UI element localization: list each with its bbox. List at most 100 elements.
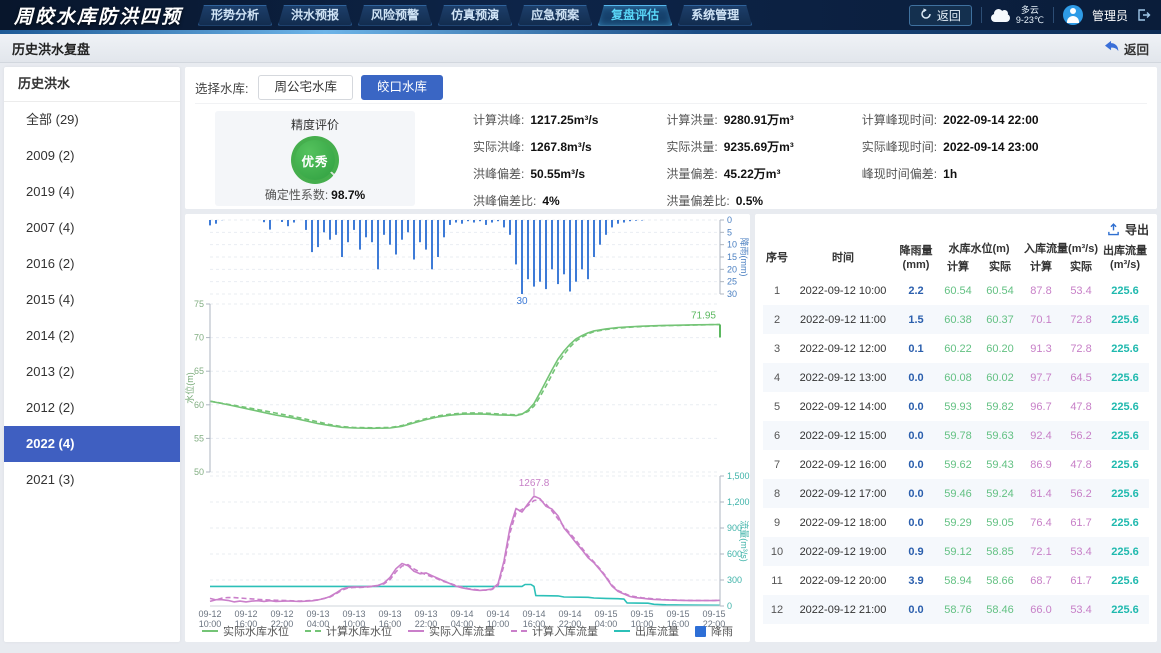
stat-row-3-3: 峰现时间偏差: 1h	[862, 165, 1039, 182]
coeff-label: 确定性系数:	[264, 188, 329, 202]
cell-seq: 4	[773, 371, 781, 384]
cell-in: 53.4	[1070, 545, 1092, 558]
sidebar-item-2014[interactable]: 2014 (2)	[26, 328, 75, 343]
sidebar-item-2019[interactable]: 2019 (4)	[26, 184, 75, 199]
stat-label: 实际洪量:	[666, 140, 718, 154]
legend-label: 出库流量	[635, 626, 679, 638]
cell-rain: 3.9	[908, 574, 924, 587]
cell-lvl: 58.85	[986, 545, 1014, 558]
evaluation-summary-card: 选择水库: 周公宅水库 皎口水库 精度评价 优秀 确定性系数: 98.7% 计算洪峰…	[185, 67, 1157, 209]
cell-in: 53.4	[1070, 603, 1092, 616]
sidebar-item-2007[interactable]: 2007 (4)	[26, 220, 75, 235]
sidebar-item-2015[interactable]: 2015 (4)	[26, 292, 75, 307]
cell-rain: 0.1	[908, 342, 924, 355]
svg-text:600: 600	[727, 549, 742, 559]
legend-item-3[interactable]: 实际入库流量	[408, 623, 495, 639]
svg-text:1,200: 1,200	[727, 497, 750, 507]
page-back-button[interactable]: 返回	[1104, 39, 1149, 58]
svg-text:22:00: 22:00	[703, 619, 726, 629]
app-title: 周皎水库防洪四预	[14, 6, 183, 28]
logout-icon[interactable]	[1137, 8, 1151, 22]
svg-text:09-15: 09-15	[702, 609, 725, 619]
cell-lvl: 59.82	[986, 400, 1014, 413]
stat-label: 洪峰偏差:	[473, 167, 525, 181]
stat-row-1-1: 计算洪峰: 1217.25m³/s	[473, 111, 598, 128]
svg-text:降雨(mm): 降雨(mm)	[739, 238, 750, 277]
sidebar-item-2009[interactable]: 2009 (2)	[26, 148, 75, 163]
export-button[interactable]: 导出	[763, 218, 1149, 240]
svg-text:09-13: 09-13	[342, 609, 365, 619]
stat-value: 2022-09-14 22:00	[943, 113, 1039, 127]
svg-text:09-14: 09-14	[558, 609, 581, 619]
nav-item-2[interactable]: 洪水预报	[278, 5, 352, 26]
svg-text:09-14: 09-14	[450, 609, 473, 619]
back-arrow-icon	[1104, 40, 1119, 56]
legend-item-6[interactable]: 降雨	[695, 623, 733, 639]
stat-row-2-4: 洪量偏差比: 0.5%	[666, 192, 793, 209]
sidebar-item-2022[interactable]: 2022 (4)	[4, 426, 180, 462]
cell-lvl: 59.43	[986, 458, 1014, 471]
nav-item-1[interactable]: 形势分析	[198, 5, 272, 26]
legend-item-2[interactable]: 计算水库水位	[305, 623, 392, 639]
sidebar-item-2012[interactable]: 2012 (2)	[26, 400, 75, 415]
table-row: 12 2022-09-12 21:00 0.0 58.76 58.46 66.0 53.4 2…	[763, 595, 1150, 624]
reservoir-tab-2[interactable]: 皎口水库	[361, 75, 444, 100]
col-seq: 序号	[766, 252, 788, 264]
cell-time: 2022-09-12 18:00	[799, 516, 887, 529]
sidebar-item-all[interactable]: 全部 (29)	[26, 112, 79, 127]
svg-text:09-12: 09-12	[234, 609, 257, 619]
nav-item-7[interactable]: 系统管理	[678, 5, 752, 26]
cell-in: 72.8	[1070, 313, 1092, 326]
svg-text:1267.8: 1267.8	[519, 478, 550, 489]
svg-text:30: 30	[727, 289, 737, 299]
sidebar-title: 历史洪水	[4, 67, 180, 102]
stat-label: 实际洪峰:	[473, 140, 525, 154]
cell-time: 2022-09-12 10:00	[799, 284, 887, 297]
stat-value: 0.5%	[735, 194, 764, 208]
cell-time: 2022-09-12 12:00	[799, 342, 887, 355]
nav-item-5[interactable]: 应急预案	[518, 5, 592, 26]
svg-text:04:00: 04:00	[307, 619, 330, 629]
cell-seq: 10	[770, 545, 784, 558]
sidebar-item-2016[interactable]: 2016 (2)	[26, 256, 75, 271]
nav-item-3[interactable]: 风险预警	[358, 5, 432, 26]
sidebar-item-2013[interactable]: 2013 (2)	[26, 364, 75, 379]
table-row: 9 2022-09-12 18:00 0.0 59.29 59.05 76.4 61.7 22…	[763, 508, 1149, 537]
legend-item-4[interactable]: 计算入库流量	[511, 623, 598, 639]
svg-text:0: 0	[727, 215, 732, 225]
cell-rain: 0.0	[908, 516, 924, 529]
svg-text:60: 60	[194, 400, 204, 410]
nav-item-6[interactable]: 复盘评估	[598, 5, 672, 26]
cell-lvl: 60.02	[986, 371, 1014, 384]
cell-in: 86.9	[1030, 458, 1052, 471]
table-row: 3 2022-09-12 12:00 0.1 60.22 60.20 91.3 72.8 22…	[763, 334, 1149, 363]
reservoir-tab-1[interactable]: 周公宅水库	[258, 75, 353, 100]
table-row: 5 2022-09-12 14:00 0.0 59.93 59.82 96.7 47.8 22…	[763, 392, 1149, 421]
topbar-back-button[interactable]: 返回	[908, 4, 972, 26]
svg-text:水位(m): 水位(m)	[185, 372, 195, 404]
stat-value: 1267.8m³/s	[530, 140, 592, 154]
svg-text:15: 15	[727, 252, 737, 262]
cell-seq: 5	[773, 400, 781, 413]
col-group-water-level: 水库水位(m)	[948, 243, 1010, 255]
cell-out: 225.6	[1111, 342, 1139, 355]
svg-text:流量(m³/s): 流量(m³/s)	[739, 520, 750, 562]
cell-seq: 9	[773, 516, 781, 529]
cell-lvl: 59.29	[944, 516, 972, 529]
svg-text:09-12: 09-12	[198, 609, 221, 619]
col-group-inflow: 入库流量(m³/s)	[1024, 243, 1098, 255]
cell-seq: 11	[771, 574, 783, 587]
cell-in: 87.8	[1030, 284, 1052, 297]
cell-time: 2022-09-12 20:00	[799, 574, 887, 587]
sidebar-item-2021[interactable]: 2021 (3)	[26, 472, 75, 487]
weather-temperature: 9-23℃	[1015, 15, 1044, 25]
user-name: 管理员	[1091, 8, 1128, 23]
svg-text:16:00: 16:00	[523, 619, 546, 629]
legend-item-1[interactable]: 实际水库水位	[202, 623, 289, 639]
svg-text:75: 75	[194, 299, 204, 309]
page-title: 历史洪水复盘	[12, 41, 91, 57]
stat-label: 计算洪量:	[666, 113, 718, 127]
user-avatar[interactable]	[1062, 5, 1083, 25]
nav-item-4[interactable]: 仿真预演	[438, 5, 512, 26]
legend-item-5[interactable]: 出库流量	[614, 623, 679, 639]
